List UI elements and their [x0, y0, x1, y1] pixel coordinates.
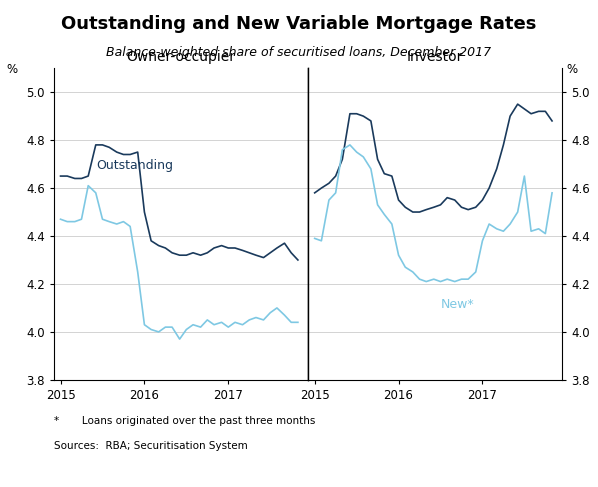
Text: New*: New* [441, 298, 474, 311]
Text: %: % [566, 63, 577, 76]
Text: Sources:  RBA; Securitisation System: Sources: RBA; Securitisation System [54, 441, 248, 451]
Title: Owner-occupier: Owner-occupier [126, 50, 236, 64]
Text: Outstanding: Outstanding [96, 159, 173, 172]
Text: *       Loans originated over the past three months: * Loans originated over the past three m… [54, 416, 315, 427]
Text: Balance-weighted share of securitised loans, December 2017: Balance-weighted share of securitised lo… [106, 46, 492, 59]
Title: Investor: Investor [407, 50, 463, 64]
Text: Outstanding and New Variable Mortgage Rates: Outstanding and New Variable Mortgage Ra… [62, 15, 536, 33]
Text: %: % [6, 63, 17, 76]
